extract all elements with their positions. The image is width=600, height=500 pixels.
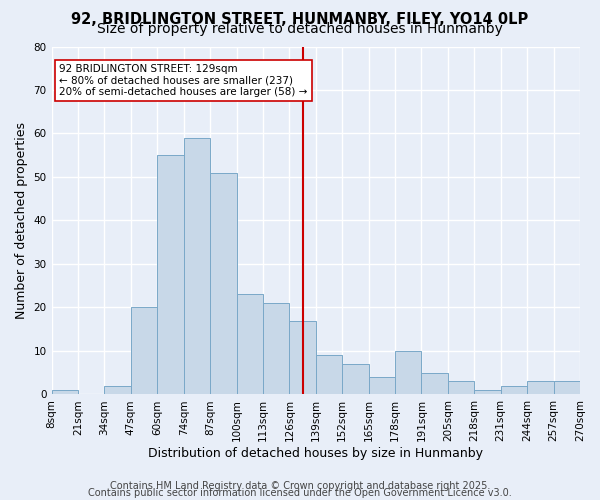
Text: 92, BRIDLINGTON STREET, HUNMANBY, FILEY, YO14 0LP: 92, BRIDLINGTON STREET, HUNMANBY, FILEY,… <box>71 12 529 28</box>
Bar <box>131 308 157 394</box>
Bar <box>289 320 316 394</box>
Bar <box>157 155 184 394</box>
Text: Contains public sector information licensed under the Open Government Licence v3: Contains public sector information licen… <box>88 488 512 498</box>
Bar <box>184 138 210 394</box>
Y-axis label: Number of detached properties: Number of detached properties <box>15 122 28 319</box>
Bar <box>342 364 368 394</box>
Bar <box>527 382 554 394</box>
Bar <box>104 386 131 394</box>
Bar <box>554 382 580 394</box>
Bar <box>448 382 475 394</box>
Text: Size of property relative to detached houses in Hunmanby: Size of property relative to detached ho… <box>97 22 503 36</box>
Bar <box>210 172 236 394</box>
Bar <box>421 372 448 394</box>
Text: 92 BRIDLINGTON STREET: 129sqm
← 80% of detached houses are smaller (237)
20% of : 92 BRIDLINGTON STREET: 129sqm ← 80% of d… <box>59 64 308 97</box>
Bar <box>501 386 527 394</box>
Bar <box>368 377 395 394</box>
Bar <box>236 294 263 394</box>
Text: Contains HM Land Registry data © Crown copyright and database right 2025.: Contains HM Land Registry data © Crown c… <box>110 481 490 491</box>
Bar <box>475 390 501 394</box>
Bar <box>395 351 421 395</box>
Bar <box>263 303 289 394</box>
Bar <box>52 390 78 394</box>
X-axis label: Distribution of detached houses by size in Hunmanby: Distribution of detached houses by size … <box>148 447 483 460</box>
Bar <box>316 356 342 395</box>
